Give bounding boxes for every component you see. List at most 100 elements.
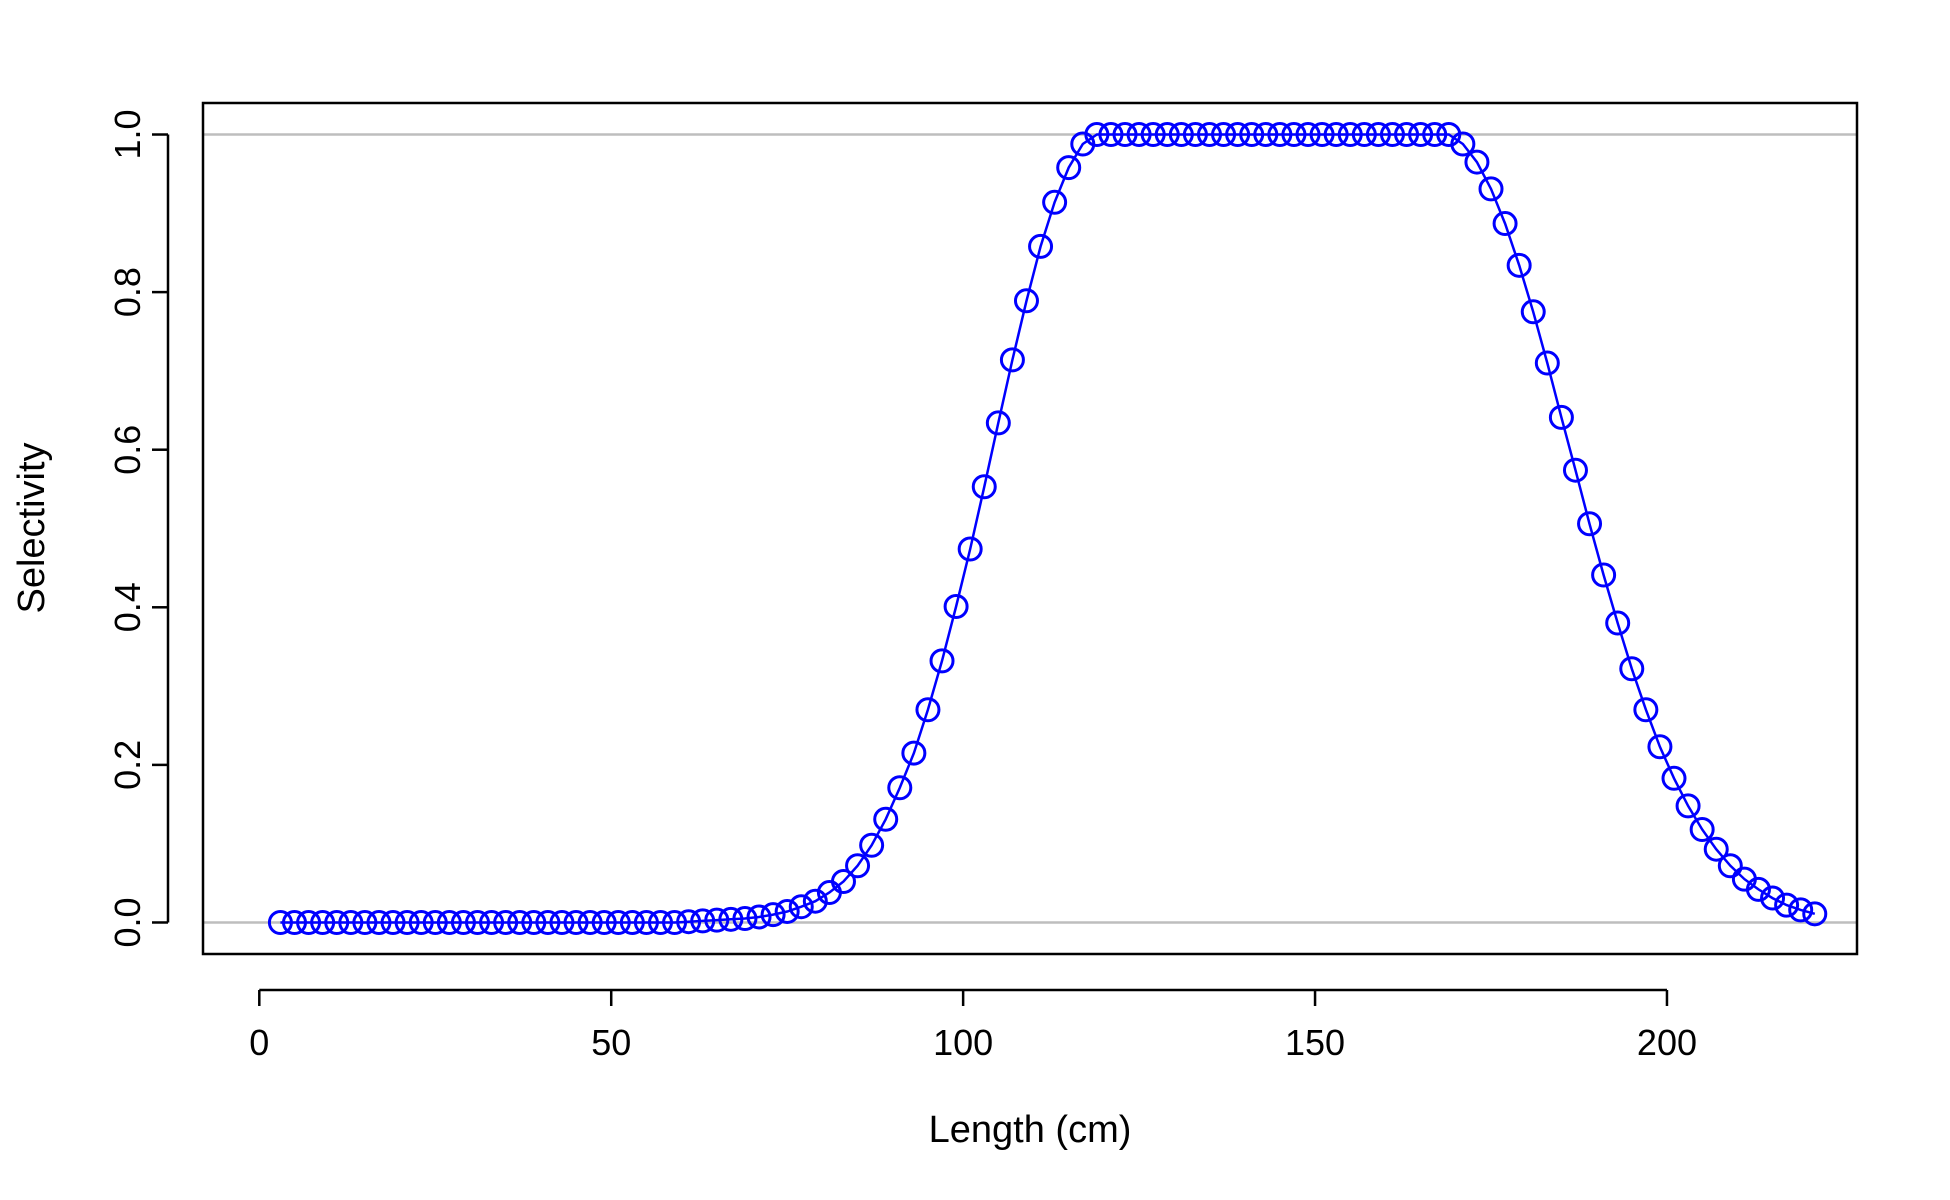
data-point xyxy=(1196,122,1222,148)
data-point xyxy=(450,909,476,935)
data-point xyxy=(1028,233,1054,259)
data-point xyxy=(830,869,856,895)
data-point xyxy=(493,909,519,935)
data-point xyxy=(859,832,885,858)
x-tick-label: 100 xyxy=(933,1022,993,1063)
series-line xyxy=(280,133,1816,924)
data-point xyxy=(281,909,307,935)
data-point xyxy=(1802,901,1828,927)
data-point xyxy=(802,888,828,914)
data-point xyxy=(1577,511,1603,537)
data-point xyxy=(901,740,927,766)
data-point xyxy=(380,909,406,935)
data-point xyxy=(422,909,448,935)
data-point xyxy=(1013,288,1039,314)
data-point xyxy=(1281,122,1307,148)
data-point xyxy=(760,902,786,928)
y-tick-label: 0.0 xyxy=(107,897,148,947)
data-point xyxy=(1084,122,1110,148)
y-axis: 0.0 0.2 0.4 0.6 0.8 1.0 xyxy=(107,109,170,948)
data-point xyxy=(1253,122,1279,148)
data-point xyxy=(324,909,350,935)
data-point xyxy=(577,909,603,935)
data-point xyxy=(1760,885,1786,911)
data-point xyxy=(718,906,744,932)
data-point xyxy=(1168,122,1194,148)
data-point xyxy=(1211,122,1237,148)
data-point xyxy=(479,909,505,935)
data-point xyxy=(676,909,702,935)
x-axis: 0 50 100 150 200 xyxy=(249,988,1697,1063)
data-point xyxy=(1098,122,1124,148)
data-point xyxy=(999,347,1025,373)
data-point xyxy=(521,909,547,935)
data-point xyxy=(563,909,589,935)
data-point xyxy=(1562,457,1588,483)
data-point xyxy=(1675,793,1701,819)
data-point xyxy=(1056,155,1082,181)
x-tick-label: 0 xyxy=(249,1022,269,1063)
data-point xyxy=(1591,562,1617,588)
data-point xyxy=(1295,122,1321,148)
data-point xyxy=(436,909,462,935)
data-point xyxy=(1239,122,1265,148)
data-point xyxy=(647,909,673,935)
data-point xyxy=(619,909,645,935)
data-point xyxy=(1112,122,1138,148)
data-point xyxy=(1379,122,1405,148)
data-point xyxy=(507,909,533,935)
data-point xyxy=(1394,122,1420,148)
data-point xyxy=(732,906,758,932)
x-tick-label: 150 xyxy=(1285,1022,1345,1063)
data-point xyxy=(1225,122,1251,148)
data-point xyxy=(1774,892,1800,918)
data-point xyxy=(1182,122,1208,148)
y-tick-label: 0.2 xyxy=(107,740,148,790)
y-tick-label: 0.8 xyxy=(107,267,148,317)
data-point xyxy=(929,648,955,674)
series-line-group xyxy=(280,133,1816,924)
data-point xyxy=(1745,876,1771,902)
data-point xyxy=(549,909,575,935)
y-tick-label: 0.6 xyxy=(107,425,148,475)
data-point xyxy=(1548,404,1574,430)
data-point xyxy=(1492,211,1518,237)
data-point xyxy=(1464,149,1490,175)
data-point xyxy=(845,853,871,879)
data-point xyxy=(1478,176,1504,202)
data-point xyxy=(1309,122,1335,148)
data-point xyxy=(1689,817,1715,843)
data-point xyxy=(1267,122,1293,148)
data-point xyxy=(690,908,716,934)
data-point xyxy=(352,909,378,935)
data-point xyxy=(366,909,392,935)
data-point xyxy=(915,697,941,723)
data-point xyxy=(633,909,659,935)
data-point xyxy=(1647,734,1673,760)
data-point xyxy=(887,775,913,801)
data-point xyxy=(704,907,730,933)
data-point xyxy=(1788,897,1814,923)
data-point xyxy=(1703,836,1729,862)
x-tick-label: 200 xyxy=(1637,1022,1697,1063)
data-point xyxy=(1351,122,1377,148)
x-tick-label: 50 xyxy=(591,1022,631,1063)
data-point xyxy=(1633,697,1659,723)
data-point xyxy=(1154,122,1180,148)
data-point xyxy=(662,909,688,935)
data-point xyxy=(1605,610,1631,636)
y-axis-title: Selectivity xyxy=(11,442,53,613)
data-point xyxy=(1422,122,1448,148)
data-point xyxy=(1408,122,1434,148)
data-point xyxy=(1534,350,1560,376)
data-point xyxy=(267,909,293,935)
data-point xyxy=(1042,189,1068,215)
data-point xyxy=(408,909,434,935)
y-tick-label: 0.4 xyxy=(107,582,148,632)
data-point xyxy=(1337,122,1363,148)
data-point xyxy=(605,909,631,935)
data-point xyxy=(394,909,420,935)
data-point xyxy=(985,410,1011,436)
data-points xyxy=(267,122,1828,935)
